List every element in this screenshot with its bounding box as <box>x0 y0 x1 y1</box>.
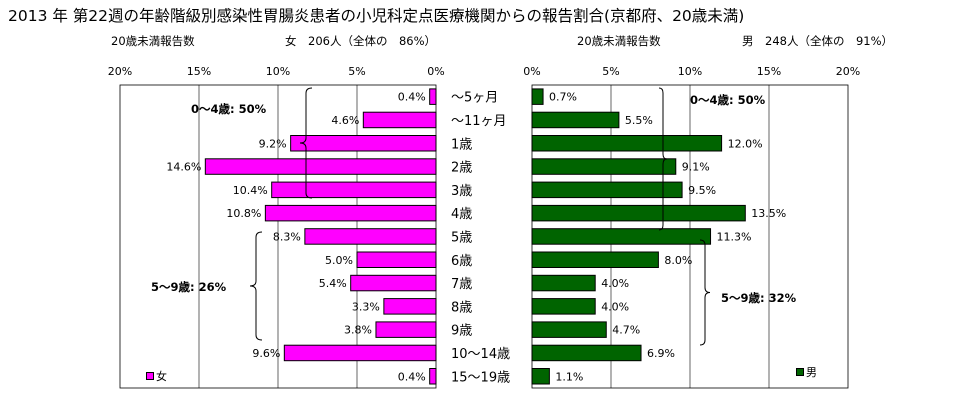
female-bar <box>271 181 437 199</box>
male-bar <box>531 368 550 385</box>
male-bar <box>531 204 746 222</box>
male-bar <box>531 321 607 338</box>
male-data-label: 9.5% <box>688 184 716 197</box>
male-data-label: 9.1% <box>682 161 710 174</box>
male-data-label: 5.5% <box>625 114 653 127</box>
female-bar <box>356 251 437 268</box>
category-label: 7歳 <box>451 277 472 292</box>
category-label: 10～14歳 <box>451 347 510 362</box>
female-0-4-bracket <box>299 87 313 199</box>
male-bar <box>531 158 677 175</box>
male-legend-label: 男 <box>806 366 817 379</box>
male-data-label: 8.0% <box>664 254 692 267</box>
male-bar <box>531 251 659 268</box>
male-data-label: 12.0% <box>728 137 763 150</box>
female-0-4-annotation: 0～4歳: 50% <box>191 102 267 116</box>
female-data-label: 10.4% <box>233 184 268 197</box>
female-bar <box>264 204 437 222</box>
male-bar <box>531 111 620 129</box>
male-legend-swatch <box>796 368 804 376</box>
female-data-label: 9.2% <box>259 137 287 150</box>
male-summary: 男 248人（全体の 91%） <box>742 34 894 48</box>
male-tick-label: 15% <box>757 65 781 78</box>
male-tick-label: 0% <box>523 65 540 78</box>
female-5-9-bracket <box>249 231 263 341</box>
category-label: ～5ヶ月 <box>451 91 498 106</box>
male-legend: 男 <box>796 364 817 380</box>
category-label: 1歳 <box>451 137 472 152</box>
category-label: 4歳 <box>451 207 472 222</box>
female-bar <box>290 135 437 152</box>
chart-title: 2013 年 第22週の年齢階級別感染性胃腸炎患者の小児科定点医療機関からの報告… <box>8 7 745 25</box>
female-legend-swatch <box>146 372 154 380</box>
female-bar <box>375 321 437 338</box>
female-bar <box>362 111 437 129</box>
male-data-label: 1.1% <box>555 370 583 383</box>
male-bar <box>531 181 683 199</box>
male-data-label: 13.5% <box>751 207 786 220</box>
male-data-label: 4.0% <box>601 277 629 290</box>
category-label: ～11ヶ月 <box>451 114 507 129</box>
male-bar <box>531 135 723 152</box>
category-label: 6歳 <box>451 254 472 269</box>
male-tick-label: 5% <box>602 65 619 78</box>
female-bar <box>304 228 437 245</box>
male-0-4-bracket <box>658 87 668 231</box>
male-5-9-bracket <box>699 239 711 346</box>
male-0-4-annotation: 0～4歳: 50% <box>690 93 766 107</box>
female-data-label: 5.4% <box>319 277 347 290</box>
female-report-label: 20歳未満報告数 <box>111 34 195 48</box>
female-bar <box>429 88 437 105</box>
female-tick-label: 0% <box>427 65 444 78</box>
female-tick-label: 15% <box>187 65 211 78</box>
male-data-label: 6.9% <box>647 347 675 360</box>
category-label: 9歳 <box>451 324 472 339</box>
female-data-label: 9.6% <box>252 347 280 360</box>
female-bar <box>283 344 437 362</box>
male-tick-label: 20% <box>836 65 860 78</box>
female-data-label: 3.3% <box>352 300 380 313</box>
male-5-9-annotation: 5～9歳: 32% <box>721 291 797 305</box>
male-report-label: 20歳未満報告数 <box>577 34 661 48</box>
category-label: 2歳 <box>451 161 472 176</box>
female-5-9-annotation: 5～9歳: 26% <box>151 280 227 294</box>
male-bar <box>531 344 642 362</box>
male-data-label: 4.0% <box>601 300 629 313</box>
male-bar <box>531 88 544 105</box>
male-data-label: 0.7% <box>549 91 577 104</box>
female-data-label: 0.4% <box>398 370 426 383</box>
male-tick-label: 10% <box>678 65 702 78</box>
female-tick-label: 5% <box>348 65 365 78</box>
male-data-label: 11.3% <box>717 230 752 243</box>
female-legend: 女 <box>146 368 167 384</box>
female-bar <box>204 158 437 175</box>
female-data-label: 0.4% <box>398 91 426 104</box>
female-data-label: 5.0% <box>325 254 353 267</box>
category-label: 8歳 <box>451 300 472 315</box>
female-data-label: 10.8% <box>226 207 261 220</box>
female-legend-label: 女 <box>156 370 167 383</box>
male-data-label: 4.7% <box>612 324 640 337</box>
female-bar <box>350 274 437 292</box>
female-data-label: 14.6% <box>166 161 201 174</box>
female-summary: 女 206人（全体の 86%） <box>285 34 437 48</box>
female-tick-label: 20% <box>108 65 132 78</box>
category-label: 5歳 <box>451 230 472 245</box>
male-bar <box>531 228 712 245</box>
category-label: 15～19歳 <box>451 370 510 385</box>
female-data-label: 4.6% <box>331 114 359 127</box>
female-data-label: 3.8% <box>344 324 372 337</box>
female-bar <box>429 368 437 385</box>
female-tick-label: 10% <box>266 65 290 78</box>
male-bar <box>531 298 596 315</box>
male-bar <box>531 274 596 292</box>
category-label: 3歳 <box>451 184 472 199</box>
female-data-label: 8.3% <box>273 230 301 243</box>
female-bar <box>383 298 437 315</box>
